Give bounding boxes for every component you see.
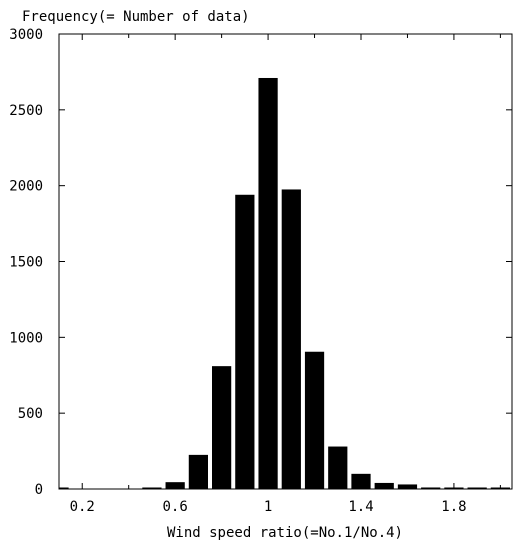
bar xyxy=(235,194,255,489)
bar xyxy=(281,189,301,490)
y-axis-ticks: 0 500 1000 1500 2000 2500 3000 xyxy=(9,27,512,498)
bar xyxy=(142,487,162,489)
x-axis-label: Wind speed ratio(=No.1/No.4) xyxy=(167,525,403,541)
y-tick-label: 1000 xyxy=(9,330,43,346)
bar xyxy=(188,454,208,489)
bars xyxy=(59,77,510,490)
bar xyxy=(258,77,278,489)
bar xyxy=(467,487,487,489)
y-tick-label: 3000 xyxy=(9,27,43,43)
bar xyxy=(304,351,325,489)
x-tick-label: 1 xyxy=(264,499,272,515)
bar xyxy=(374,482,394,489)
y-tick-label: 2500 xyxy=(9,103,43,119)
x-tick-label: 0.6 xyxy=(163,499,188,515)
x-axis-ticks: 0.2 0.6 1 1.4 1.8 xyxy=(70,34,501,515)
bar xyxy=(212,366,232,489)
y-tick-label: 1500 xyxy=(9,255,43,271)
bar xyxy=(421,487,441,489)
x-tick-label: 1.4 xyxy=(348,499,373,515)
y-tick-label: 500 xyxy=(18,406,43,422)
y-axis-label: Frequency(= Number of data) xyxy=(22,9,250,25)
bar xyxy=(351,473,371,489)
bar xyxy=(59,487,69,489)
x-tick-label: 1.8 xyxy=(441,499,466,515)
x-tick-label: 0.2 xyxy=(70,499,95,515)
y-tick-label: 0 xyxy=(35,482,43,498)
bar xyxy=(328,446,348,489)
y-tick-label: 2000 xyxy=(9,179,43,195)
